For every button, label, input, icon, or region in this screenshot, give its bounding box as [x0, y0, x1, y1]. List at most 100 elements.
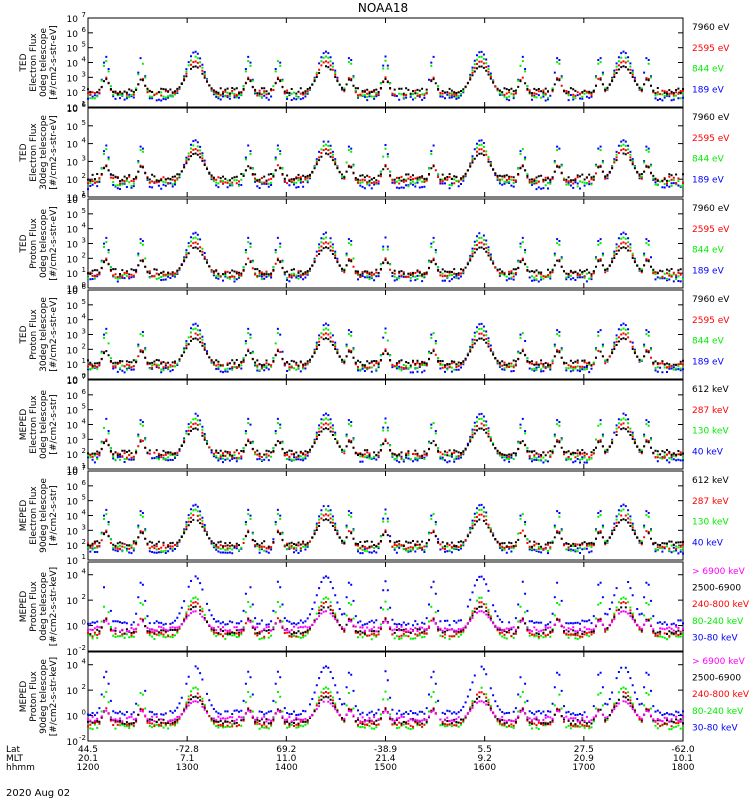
y-axis-label-line: [#/cm2-s-str-eV] — [49, 25, 59, 100]
y-axis-label-line: TED — [19, 53, 29, 72]
y-axis-label: TEDElectron Flux0deg telescope[#/cm2-s-s… — [19, 25, 59, 100]
x-row-value: -72.8 — [176, 745, 200, 755]
y-tick-label: 10 — [67, 346, 79, 356]
y-tick-label: 10 — [67, 302, 79, 312]
series-marks — [87, 322, 684, 374]
x-row-value: -62.0 — [671, 745, 695, 755]
y-axis-label-line: Proton Flux — [29, 671, 39, 722]
y-axis-label-line: MEPED — [19, 409, 29, 441]
y-axis-label: TEDElectron Flux30deg telescope[#/cm2-s-… — [19, 115, 59, 190]
x-row-value: 1300 — [176, 763, 199, 773]
legend-entry: 287 keV — [692, 497, 729, 507]
y-tick-label: 10 — [67, 105, 79, 115]
series-marks — [87, 231, 684, 283]
y-tick-exponent: 1 — [82, 357, 86, 365]
x-row-label: MLT — [6, 754, 24, 764]
x-row-value: 21.4 — [375, 754, 395, 764]
legend-entry: 80-240 keV — [692, 707, 744, 717]
series-marks — [87, 241, 682, 279]
y-tick-exponent: -2 — [79, 734, 86, 742]
y-tick-label: 10 — [67, 623, 79, 633]
y-tick-exponent: 7 — [82, 464, 86, 472]
y-tick-exponent: 4 — [82, 509, 87, 517]
x-row-value: 44.5 — [78, 745, 98, 755]
y-tick-label: 10 — [67, 317, 79, 327]
y-axis-label-line: MEPED — [19, 591, 29, 623]
legend-entry: 7960 eV — [692, 295, 730, 305]
y-axis-label-line: TED — [19, 143, 29, 162]
y-tick-label: 10 — [67, 738, 79, 748]
legend-entry: 189 eV — [692, 357, 725, 367]
legend-entry: 2595 eV — [692, 316, 730, 326]
y-tick-label: 10 — [67, 285, 79, 295]
series-marks — [87, 665, 684, 717]
y-tick-label: 10 — [67, 332, 79, 342]
y-tick-label: 10 — [67, 241, 79, 251]
y-tick-exponent: 6 — [82, 283, 87, 291]
y-tick-label: 10 — [67, 662, 79, 672]
y-tick-exponent: 4 — [82, 222, 87, 230]
y-axis-label-line: [#/cm2-s-str-eV] — [49, 206, 59, 281]
x-row-value: 20.9 — [574, 754, 594, 764]
legend-entry: 80-240 keV — [692, 617, 744, 627]
series-612-kev — [87, 427, 684, 457]
y-tick-exponent: 7 — [82, 11, 86, 19]
series-40-kev — [87, 503, 684, 555]
legend-entry: 40 keV — [692, 447, 724, 457]
legend-entry: 189 eV — [692, 266, 725, 276]
y-tick-label: 10 — [67, 15, 79, 25]
series-844-ev — [87, 327, 684, 372]
x-row-value: 7.1 — [180, 754, 194, 764]
y-axis-label-line: Proton Flux — [29, 581, 39, 632]
y-tick-label: 10 — [67, 104, 79, 114]
series-marks — [87, 246, 682, 276]
series-marks — [87, 700, 684, 723]
y-tick-exponent: 0 — [82, 709, 86, 717]
legend-entry: 189 eV — [692, 85, 725, 95]
y-tick-exponent: 5 — [82, 207, 86, 215]
x-row-value: 1600 — [473, 763, 496, 773]
y-tick-exponent: 7 — [82, 373, 86, 381]
series-marks — [89, 422, 684, 460]
y-tick-label: 10 — [67, 422, 79, 432]
y-tick-exponent: 3 — [82, 328, 86, 336]
legend-entry: 189 eV — [692, 175, 725, 185]
y-tick-exponent: 3 — [82, 432, 86, 440]
series-marks — [87, 327, 684, 372]
y-tick-label: 10 — [67, 196, 79, 206]
y-axis-label-line: [#/cm2-s-str-keV] — [49, 567, 59, 646]
y-tick-exponent: 3 — [82, 154, 86, 162]
legend-entry: 844 eV — [692, 337, 725, 347]
y-axis-label: MEPEDProton Flux90deg telescope[#/cm2-s-… — [19, 657, 59, 736]
legend-entry: 844 eV — [692, 246, 725, 256]
series--6900-kev — [87, 610, 684, 633]
y-axis-label-line: Proton Flux — [29, 218, 39, 269]
x-row-value: 27.5 — [574, 745, 594, 755]
legend-entry: 240-800 keV — [692, 690, 750, 700]
y-tick-exponent: 4 — [82, 313, 87, 321]
y-tick-exponent: 6 — [82, 26, 87, 34]
y-axis-label-line: [#/cm2-s-str-eV] — [49, 297, 59, 372]
y-tick-label: 10 — [67, 74, 79, 84]
y-tick-label: 10 — [67, 527, 79, 537]
x-row-label: Lat — [6, 745, 21, 755]
y-tick-label: 10 — [67, 30, 79, 40]
y-tick-label: 10 — [67, 513, 79, 523]
x-row-value: 5.5 — [478, 745, 492, 755]
y-axis-label-line: 0deg telescope — [39, 28, 49, 98]
y-tick-exponent: 2 — [82, 447, 86, 455]
legend-entry: 130 keV — [692, 427, 729, 437]
x-row-value: 11.0 — [276, 754, 296, 764]
x-row-label: hhmm — [6, 763, 35, 773]
y-tick-label: 10 — [67, 376, 79, 386]
x-row-value: 1400 — [275, 763, 298, 773]
legend-entry: 612 keV — [692, 476, 729, 486]
y-axis-label-line: 30deg telescope — [39, 297, 49, 372]
y-axis-label: MEPEDProton Flux0deg telescope[#/cm2-s-s… — [19, 567, 59, 646]
series-612-kev — [87, 518, 684, 548]
x-row-value: 69.2 — [276, 745, 296, 755]
